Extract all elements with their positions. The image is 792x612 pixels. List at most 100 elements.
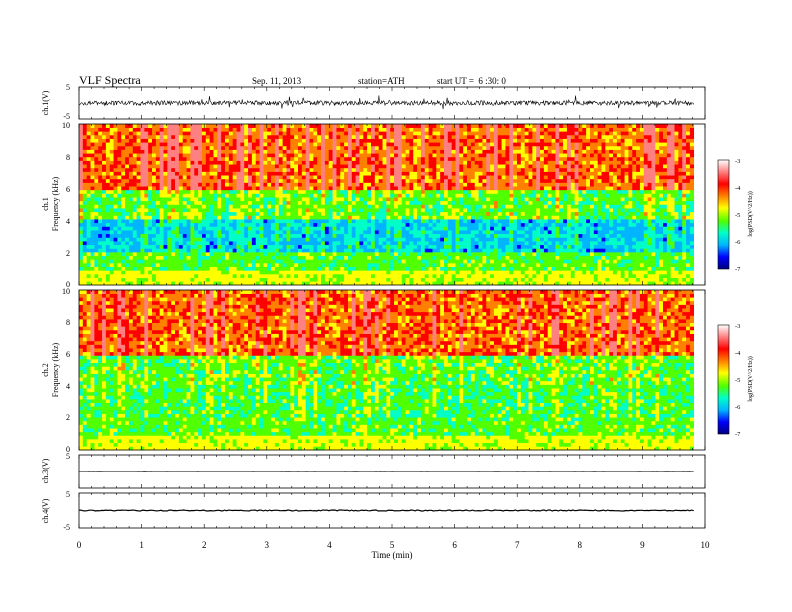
spectrogram-cell [459, 281, 464, 286]
spectrogram-cell [336, 222, 341, 227]
spectrogram-cell [225, 230, 230, 235]
spectrogram-cell [317, 248, 322, 253]
spectrogram-cell [194, 127, 199, 132]
spectrogram-cell [228, 233, 233, 238]
spectrogram-cell [190, 215, 195, 220]
spectrogram-cell [102, 164, 107, 169]
spectrogram-cell [144, 270, 149, 275]
spectrogram-cell [424, 252, 429, 257]
spectrogram-cell [286, 131, 291, 136]
spectrogram-cell [424, 215, 429, 220]
spectrogram-cell [490, 200, 495, 205]
spectrogram-cell [378, 131, 383, 136]
spectrogram-cell [209, 248, 214, 253]
spectrogram-cell [113, 153, 118, 158]
spectrogram-cell [486, 277, 491, 282]
spectrogram-cell [432, 134, 437, 139]
spectrogram-cell [102, 233, 107, 238]
spectrogram-cell [236, 226, 241, 231]
spectrogram-cell [175, 178, 180, 183]
spectrogram-cell [236, 222, 241, 227]
spectrogram-cell [298, 233, 303, 238]
spectrogram-cell [79, 189, 84, 194]
spectrogram-cell [417, 222, 422, 227]
spectrogram-cell [513, 241, 518, 246]
spectrogram-cell [209, 160, 214, 165]
spectrogram-cell [121, 208, 126, 213]
spectrogram-cell [505, 255, 510, 260]
spectrogram-cell [486, 204, 491, 209]
spectrogram-cell [474, 222, 479, 227]
spectrogram-cell [351, 134, 356, 139]
spectrogram-cell [236, 134, 241, 139]
spectrogram-cell [98, 171, 103, 176]
spectrogram-cell [128, 241, 134, 246]
spectrogram-cell [340, 145, 345, 150]
spectrogram-cell [232, 252, 237, 257]
spectrogram-cell [159, 200, 164, 205]
spectrogram-cell [94, 171, 99, 176]
spectrogram-cell [355, 211, 360, 216]
spectrogram-cell [386, 164, 391, 169]
spectrogram-cell [294, 241, 299, 246]
spectrogram-cell [397, 145, 403, 150]
spectrogram-cell [209, 259, 214, 264]
spectrogram-cell [463, 149, 468, 154]
spectrogram-cell [305, 208, 310, 213]
spectrogram-cell [228, 215, 233, 220]
spectrogram-cell [305, 160, 310, 165]
spectrogram-cell [244, 167, 249, 172]
spectrogram-cell [486, 156, 491, 161]
spectrogram-cell [221, 178, 226, 183]
spectrogram-cell [340, 263, 345, 268]
spectrogram-cell [305, 233, 310, 238]
spectrogram-cell [470, 131, 476, 136]
spectrogram-cell [113, 167, 118, 172]
spectrogram-cell [240, 178, 245, 183]
spectrogram-cell [505, 211, 510, 216]
spectrogram-cell [94, 178, 99, 183]
spectrogram-cell [125, 145, 130, 150]
spectrogram-cell [201, 178, 207, 183]
spectrogram-cell [290, 145, 295, 150]
spectrogram-cell [186, 156, 191, 161]
spectrogram-cell [175, 186, 180, 191]
spectrogram-cell [140, 142, 145, 147]
spectrogram-cell [309, 186, 314, 191]
spectrogram-cell [501, 153, 506, 158]
spectrogram-cell [493, 153, 499, 158]
spectrogram-cell [493, 263, 499, 268]
spectrogram-cell [486, 127, 491, 132]
spectrogram-cell [167, 124, 172, 128]
spectrogram-cell [159, 241, 164, 246]
spectrogram-cell [228, 222, 233, 227]
spectrogram-cell [390, 255, 395, 260]
spectrogram-cell [225, 204, 230, 209]
spectrogram-cell [355, 127, 360, 132]
spectrogram-cell [163, 211, 168, 216]
spectrogram-cell [221, 153, 226, 158]
spectrogram-cell [213, 226, 218, 231]
spectrogram-cell [397, 164, 403, 169]
spectrogram-cell [286, 204, 291, 209]
spectrogram-cell [205, 153, 210, 158]
spectrogram-cell [171, 263, 176, 268]
spectrogram-cell [155, 266, 160, 271]
spectrogram-cell [82, 277, 87, 282]
spectrogram-cell [447, 241, 452, 246]
spectrogram-cell [236, 204, 241, 209]
spectrogram-cell [371, 255, 376, 260]
spectrogram-cell [367, 215, 372, 220]
spectrogram-cell [186, 266, 191, 271]
spectrogram-cell [328, 237, 333, 242]
spectrogram-cell [228, 270, 233, 275]
spectrogram-cell [271, 255, 276, 260]
spectrogram-cell [482, 281, 487, 286]
spectrogram-cell [374, 189, 379, 194]
spectrogram-cell [182, 281, 187, 286]
spectrogram-cell [259, 255, 264, 260]
spectrogram-cell [282, 189, 287, 194]
spectrogram-cell [186, 131, 191, 136]
spectrogram-cell [305, 244, 310, 249]
spectrogram-cell [232, 145, 237, 150]
